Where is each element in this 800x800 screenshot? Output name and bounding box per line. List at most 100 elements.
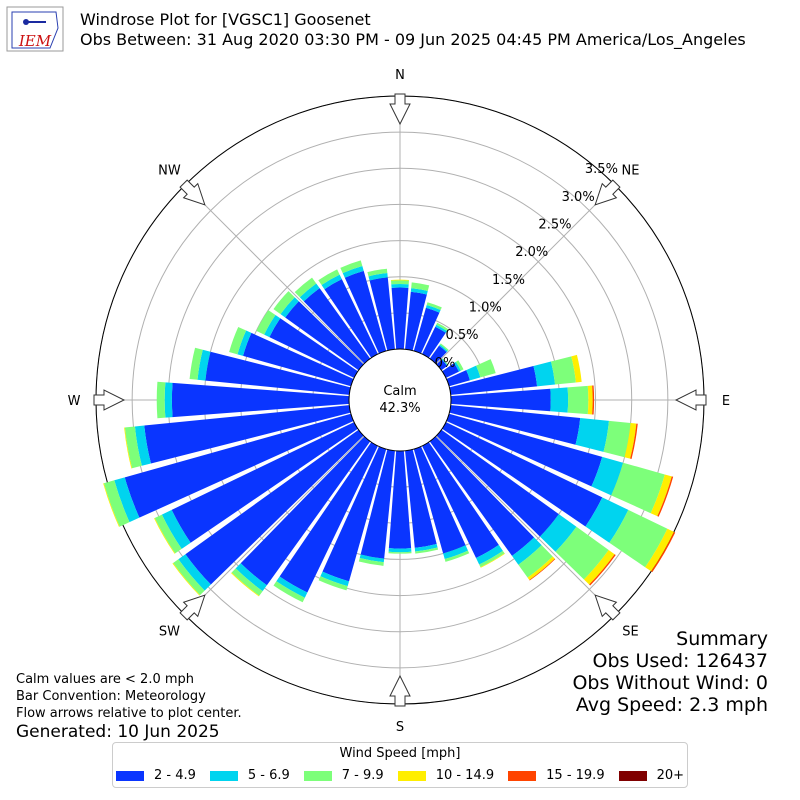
windrose-bar-segment bbox=[611, 462, 665, 514]
windrose-bar-segment bbox=[299, 283, 320, 302]
windrose-bar-segment bbox=[454, 361, 461, 372]
windrose-bar-segment bbox=[324, 279, 378, 358]
windrose-bar-segment bbox=[405, 449, 437, 548]
windrose-bar-segment bbox=[455, 360, 464, 371]
windrose-bar-segment bbox=[124, 426, 142, 469]
windrose-bar-segment bbox=[391, 283, 409, 288]
windrose-bar-segment bbox=[321, 274, 342, 290]
bar-convention-note: Bar Convention: Meteorology bbox=[16, 689, 206, 704]
windrose-bar-segment bbox=[624, 423, 637, 459]
windrose-bar-segment bbox=[476, 544, 503, 565]
summary-heading: Summary bbox=[676, 628, 768, 650]
grid-spoke bbox=[435, 184, 616, 365]
windrose-bar-segment bbox=[294, 277, 317, 298]
windrose-bar-segment bbox=[442, 358, 449, 366]
legend-swatch bbox=[209, 770, 238, 781]
flow-arrow-icon bbox=[179, 594, 206, 621]
flow-arrow-icon bbox=[594, 594, 621, 621]
windrose-bar-segment bbox=[369, 277, 395, 351]
legend-item: 2 - 4.9 bbox=[115, 768, 196, 783]
windrose-bar-segment bbox=[609, 509, 668, 568]
calm-value: 42.3% bbox=[379, 401, 420, 416]
windrose-bar-segment bbox=[442, 422, 603, 527]
windrose-bar-segment bbox=[164, 382, 173, 418]
windrose-bar-segment bbox=[276, 576, 308, 598]
radial-tick-labels: 0.0%0.5%1.0%1.5%2.0%2.5%3.0%3.5% bbox=[422, 162, 618, 371]
windrose-bar-segment bbox=[279, 442, 378, 593]
windrose-bar-segment bbox=[436, 359, 448, 371]
calm-note: Calm values are < 2.0 mph bbox=[16, 672, 195, 687]
windrose-bar-segment bbox=[124, 413, 354, 518]
legend-item: 7 - 9.9 bbox=[303, 768, 384, 783]
windrose-bar-segment bbox=[134, 425, 151, 466]
windrose-bar-segment bbox=[171, 422, 358, 543]
radial-tick-label: 3.0% bbox=[562, 190, 595, 205]
logo-text: IEM bbox=[18, 32, 52, 50]
radial-tick-label: 3.5% bbox=[585, 162, 618, 177]
flow-arrow-icon bbox=[179, 179, 206, 206]
legend-items: 2 - 4.9 5 - 6.9 7 - 9.9 10 - 14.9 15 - 19.9 2… bbox=[113, 768, 687, 783]
windrose-bar-segment bbox=[429, 345, 447, 364]
windrose-bar-segment bbox=[171, 382, 350, 418]
windrose-bar-segment bbox=[391, 280, 409, 285]
title-line-1: Windrose Plot for [VGSC1] Goosenet bbox=[80, 10, 371, 29]
compass-labels: N NE E SE S SW W NW bbox=[68, 68, 731, 735]
windrose-bar-segment bbox=[539, 514, 577, 552]
windrose-bar-segment bbox=[161, 509, 191, 549]
windrose-bar-segment bbox=[422, 442, 499, 558]
windrose-bar-segment bbox=[178, 554, 211, 591]
windrose-bar-segment bbox=[240, 436, 371, 586]
windrose-bar-segment bbox=[243, 332, 354, 387]
windrose-bar-segment bbox=[567, 385, 589, 415]
windrose-bar-segment bbox=[388, 551, 412, 554]
windrose-bar-segment bbox=[410, 288, 428, 295]
windrose-bar-segment bbox=[587, 385, 593, 415]
windrose-bar-segment bbox=[413, 307, 440, 354]
windrose-bar-segment bbox=[518, 545, 553, 578]
windrose-bar-segment bbox=[439, 343, 449, 352]
windrose-bar-segment bbox=[103, 480, 130, 527]
windrose-bar-segment bbox=[264, 315, 281, 338]
compass-label: E bbox=[722, 394, 730, 409]
radial-tick-label: 1.0% bbox=[469, 301, 502, 316]
windrose-bar-segment bbox=[237, 330, 252, 356]
grid-spoke bbox=[184, 435, 365, 616]
windrose-bar-segment bbox=[269, 318, 358, 378]
legend-label: 15 - 19.9 bbox=[546, 768, 605, 783]
windrose-bar-segment bbox=[154, 514, 182, 554]
legend-swatch bbox=[115, 770, 144, 781]
flow-arrow-icon bbox=[93, 389, 126, 411]
windrose-bar-segment bbox=[229, 326, 247, 355]
flow-arrows bbox=[93, 93, 707, 707]
compass-label: SE bbox=[622, 625, 638, 640]
legend-item: 20+ bbox=[618, 768, 684, 783]
windrose-bar-segment bbox=[571, 354, 582, 383]
windrose-bar-segment bbox=[446, 413, 603, 487]
windrose-bar-segment bbox=[285, 301, 364, 371]
compass-label: NW bbox=[158, 163, 181, 178]
windrose-bar-segment bbox=[657, 476, 674, 517]
calm-label: Calm bbox=[383, 384, 416, 399]
windrose-bar-segment bbox=[235, 563, 267, 592]
windrose-bar-segment bbox=[154, 518, 176, 554]
windrose-bar-segment bbox=[114, 477, 140, 523]
windrose-bar-segment bbox=[422, 326, 446, 358]
radial-tick-label: 0.5% bbox=[445, 328, 478, 343]
windrose-bar-segment bbox=[405, 291, 427, 351]
windrose-bar-segment bbox=[273, 581, 305, 603]
windrose-bar-segment bbox=[368, 273, 388, 281]
legend-label: 2 - 4.9 bbox=[153, 768, 196, 783]
legend-item: 15 - 19.9 bbox=[508, 768, 605, 783]
calm-circle bbox=[348, 348, 452, 452]
windrose-bar-segment bbox=[256, 310, 276, 335]
windrose-bar-segment bbox=[592, 385, 595, 415]
radial-tick-label: 1.5% bbox=[492, 273, 525, 288]
legend-title: Wind Speed [mph] bbox=[339, 746, 461, 761]
windrose-bar-segment bbox=[197, 349, 211, 381]
windrose-bar-segment bbox=[390, 279, 410, 281]
windrose-bar-segment bbox=[280, 297, 299, 318]
windrose-bar-segment bbox=[391, 287, 409, 350]
windrose-bar-segment bbox=[436, 322, 449, 331]
windrose-bar-segment bbox=[303, 288, 371, 364]
windrose-bar-segment bbox=[388, 548, 412, 553]
